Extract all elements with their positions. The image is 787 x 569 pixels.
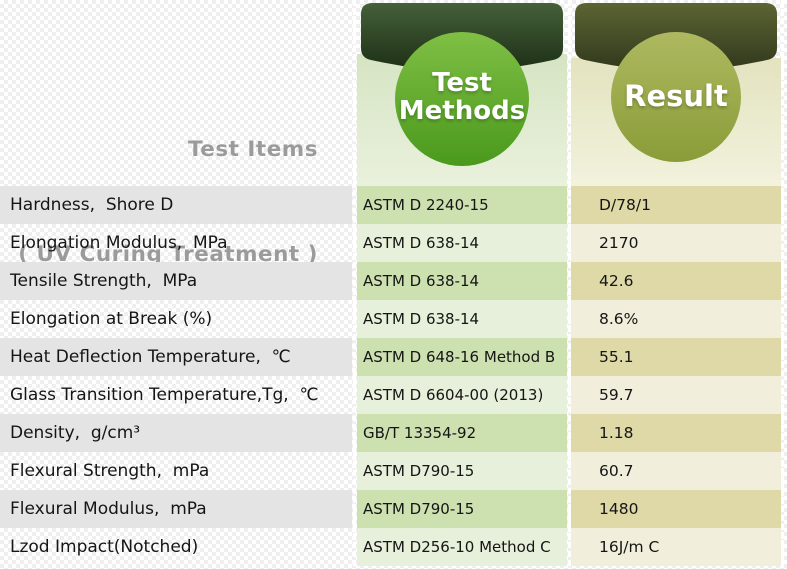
- method-cell: ASTM D 2240-15: [357, 186, 567, 224]
- item-cell: Flexural Strength, mPa: [10, 461, 210, 481]
- result-cells: D/78/1 2170 42.6 8.6% 55.1 59.7 1.18 60.…: [571, 186, 781, 566]
- column-separator-dashed: [781, 0, 784, 566]
- item-cell: Flexural Modulus, mPa: [0, 490, 352, 528]
- method-cell: ASTM D 648-16 Method B: [357, 338, 567, 376]
- page-title-line1: Test Items: [187, 137, 318, 162]
- test-methods-header-label: Test Methods: [357, 69, 567, 125]
- column-separator-dashed: [353, 0, 356, 566]
- item-cell: Hardness, Shore D: [0, 186, 352, 224]
- test-methods-label-line1: Test: [432, 68, 492, 98]
- test-methods-banner-icon: [361, 3, 563, 166]
- result-cell: 1480: [571, 490, 781, 528]
- method-cell: ASTM D 638-14: [357, 262, 567, 300]
- method-cell: ASTM D256-10 Method C: [357, 528, 567, 566]
- method-cell: ASTM D790-15: [357, 490, 567, 528]
- method-cell: ASTM D 6604-00 (2013): [357, 376, 567, 414]
- test-methods-label-line2: Methods: [398, 96, 526, 126]
- result-cell: D/78/1: [571, 186, 781, 224]
- result-cell: 55.1: [571, 338, 781, 376]
- method-cell: ASTM D 638-14: [357, 224, 567, 262]
- result-banner-icon: [575, 3, 777, 162]
- test-methods-column: Test Methods ASTM D 2240-15 ASTM D 638-1…: [357, 0, 567, 566]
- result-cell: 60.7: [571, 452, 781, 490]
- item-cell: Heat Deflection Temperature, ℃: [0, 338, 352, 376]
- item-cell: Lzod Impact(Notched): [10, 537, 199, 557]
- item-cell: Elongation Modulus, MPa: [10, 233, 228, 253]
- result-cell: 16J/m C: [571, 528, 781, 566]
- method-cell: GB/T 13354-92: [357, 414, 567, 452]
- test-methods-cells: ASTM D 2240-15 ASTM D 638-14 ASTM D 638-…: [357, 186, 567, 566]
- item-cell: Density, g/cm³: [0, 414, 352, 452]
- item-cell: Elongation at Break (%): [10, 309, 213, 329]
- method-cell: ASTM D 638-14: [357, 300, 567, 338]
- result-cell: 2170: [571, 224, 781, 262]
- column-separator-dashed: [568, 0, 571, 566]
- item-cell: Glass Transition Temperature,Tg, ℃: [10, 385, 319, 405]
- result-cell: 1.18: [571, 414, 781, 452]
- item-cell: Tensile Strength, MPa: [0, 262, 352, 300]
- result-header-label: Result: [624, 79, 728, 113]
- result-cell: 59.7: [571, 376, 781, 414]
- result-cell: 8.6%: [571, 300, 781, 338]
- result-column: Result D/78/1 2170 42.6 8.6% 55.1 59.7 1…: [571, 0, 781, 566]
- result-cell: 42.6: [571, 262, 781, 300]
- method-cell: ASTM D790-15: [357, 452, 567, 490]
- test-items-column: Hardness, Shore D Elongation Modulus, MP…: [0, 186, 352, 566]
